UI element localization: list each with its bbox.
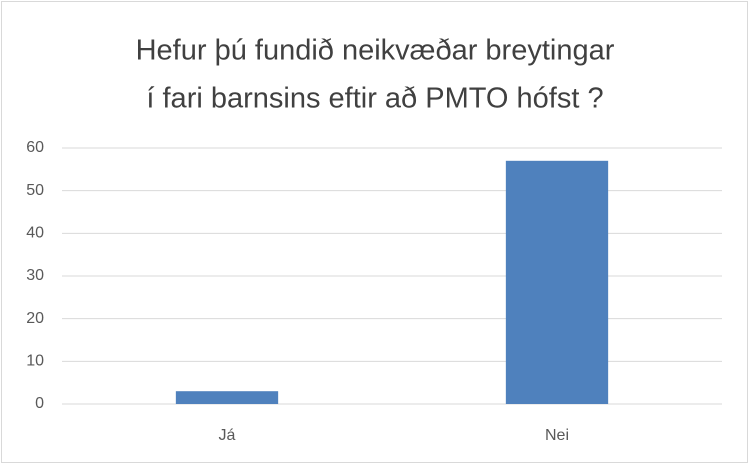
x-tick-label: Já bbox=[219, 427, 236, 444]
chart-title: Hefur þú fundið neikvæðar breytingar bbox=[136, 35, 615, 67]
y-tick-label: 50 bbox=[26, 182, 44, 199]
y-tick-label: 60 bbox=[26, 139, 44, 156]
chart-title: í fari barnsins eftir að PMTO hófst ? bbox=[146, 83, 603, 115]
y-tick-label: 40 bbox=[26, 225, 44, 242]
bar bbox=[505, 160, 609, 404]
y-tick-label: 0 bbox=[35, 395, 44, 412]
y-tick-label: 10 bbox=[26, 353, 44, 370]
y-tick-label: 20 bbox=[26, 310, 44, 327]
bar bbox=[175, 391, 279, 404]
y-tick-label: 30 bbox=[26, 267, 44, 284]
x-tick-label: Nei bbox=[545, 427, 569, 444]
